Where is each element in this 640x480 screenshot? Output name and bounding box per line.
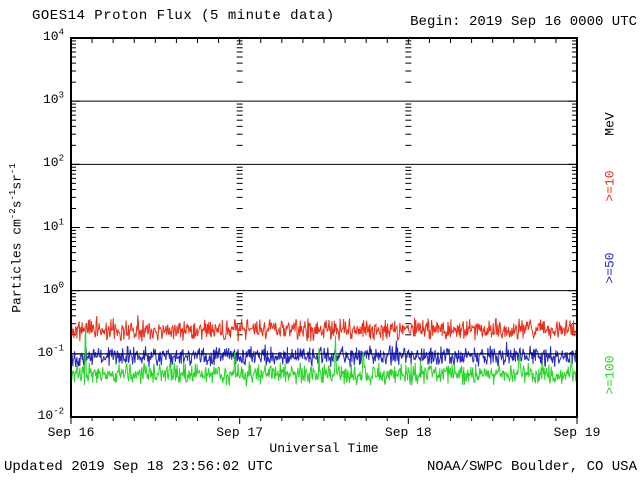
chart-title: GOES14 Proton Flux (5 minute data): [32, 8, 335, 24]
series-label->=50: >=50: [602, 252, 618, 284]
y-tick-label: 104: [42, 27, 64, 44]
x-tick-label: Sep 16: [47, 425, 95, 440]
y-tick-label: 102: [42, 154, 64, 171]
y-tick-label: 103: [42, 90, 64, 108]
y-tick-label: 10-2: [37, 406, 64, 423]
begin-timestamp: Begin: 2019 Sep 16 0000 UTC: [410, 14, 637, 30]
y-tick-label: 10-1: [37, 343, 64, 360]
plot-frame: [70, 37, 578, 418]
unit-label-mev: MeV: [602, 112, 618, 136]
series->=10: [70, 315, 578, 342]
x-axis-title: Universal Time: [269, 441, 379, 456]
source-credit: NOAA/SWPC Boulder, CO USA: [426, 459, 637, 475]
series->=100: [70, 323, 578, 387]
y-tick-label: 101: [42, 217, 64, 234]
x-tick-label: Sep 18: [384, 425, 432, 440]
y-axis-title: Particles cm-2s-1sr-1: [8, 163, 25, 313]
y-tick-label: 100: [42, 280, 64, 297]
series->=50: [70, 340, 578, 368]
x-tick-label: Sep 19: [553, 425, 601, 440]
series-label->=10: >=10: [602, 170, 618, 202]
updated-timestamp: Updated 2019 Sep 18 23:56:02 UTC: [4, 459, 273, 475]
series-label->=100: >=100: [602, 355, 618, 395]
x-tick-label: Sep 17: [216, 425, 264, 440]
